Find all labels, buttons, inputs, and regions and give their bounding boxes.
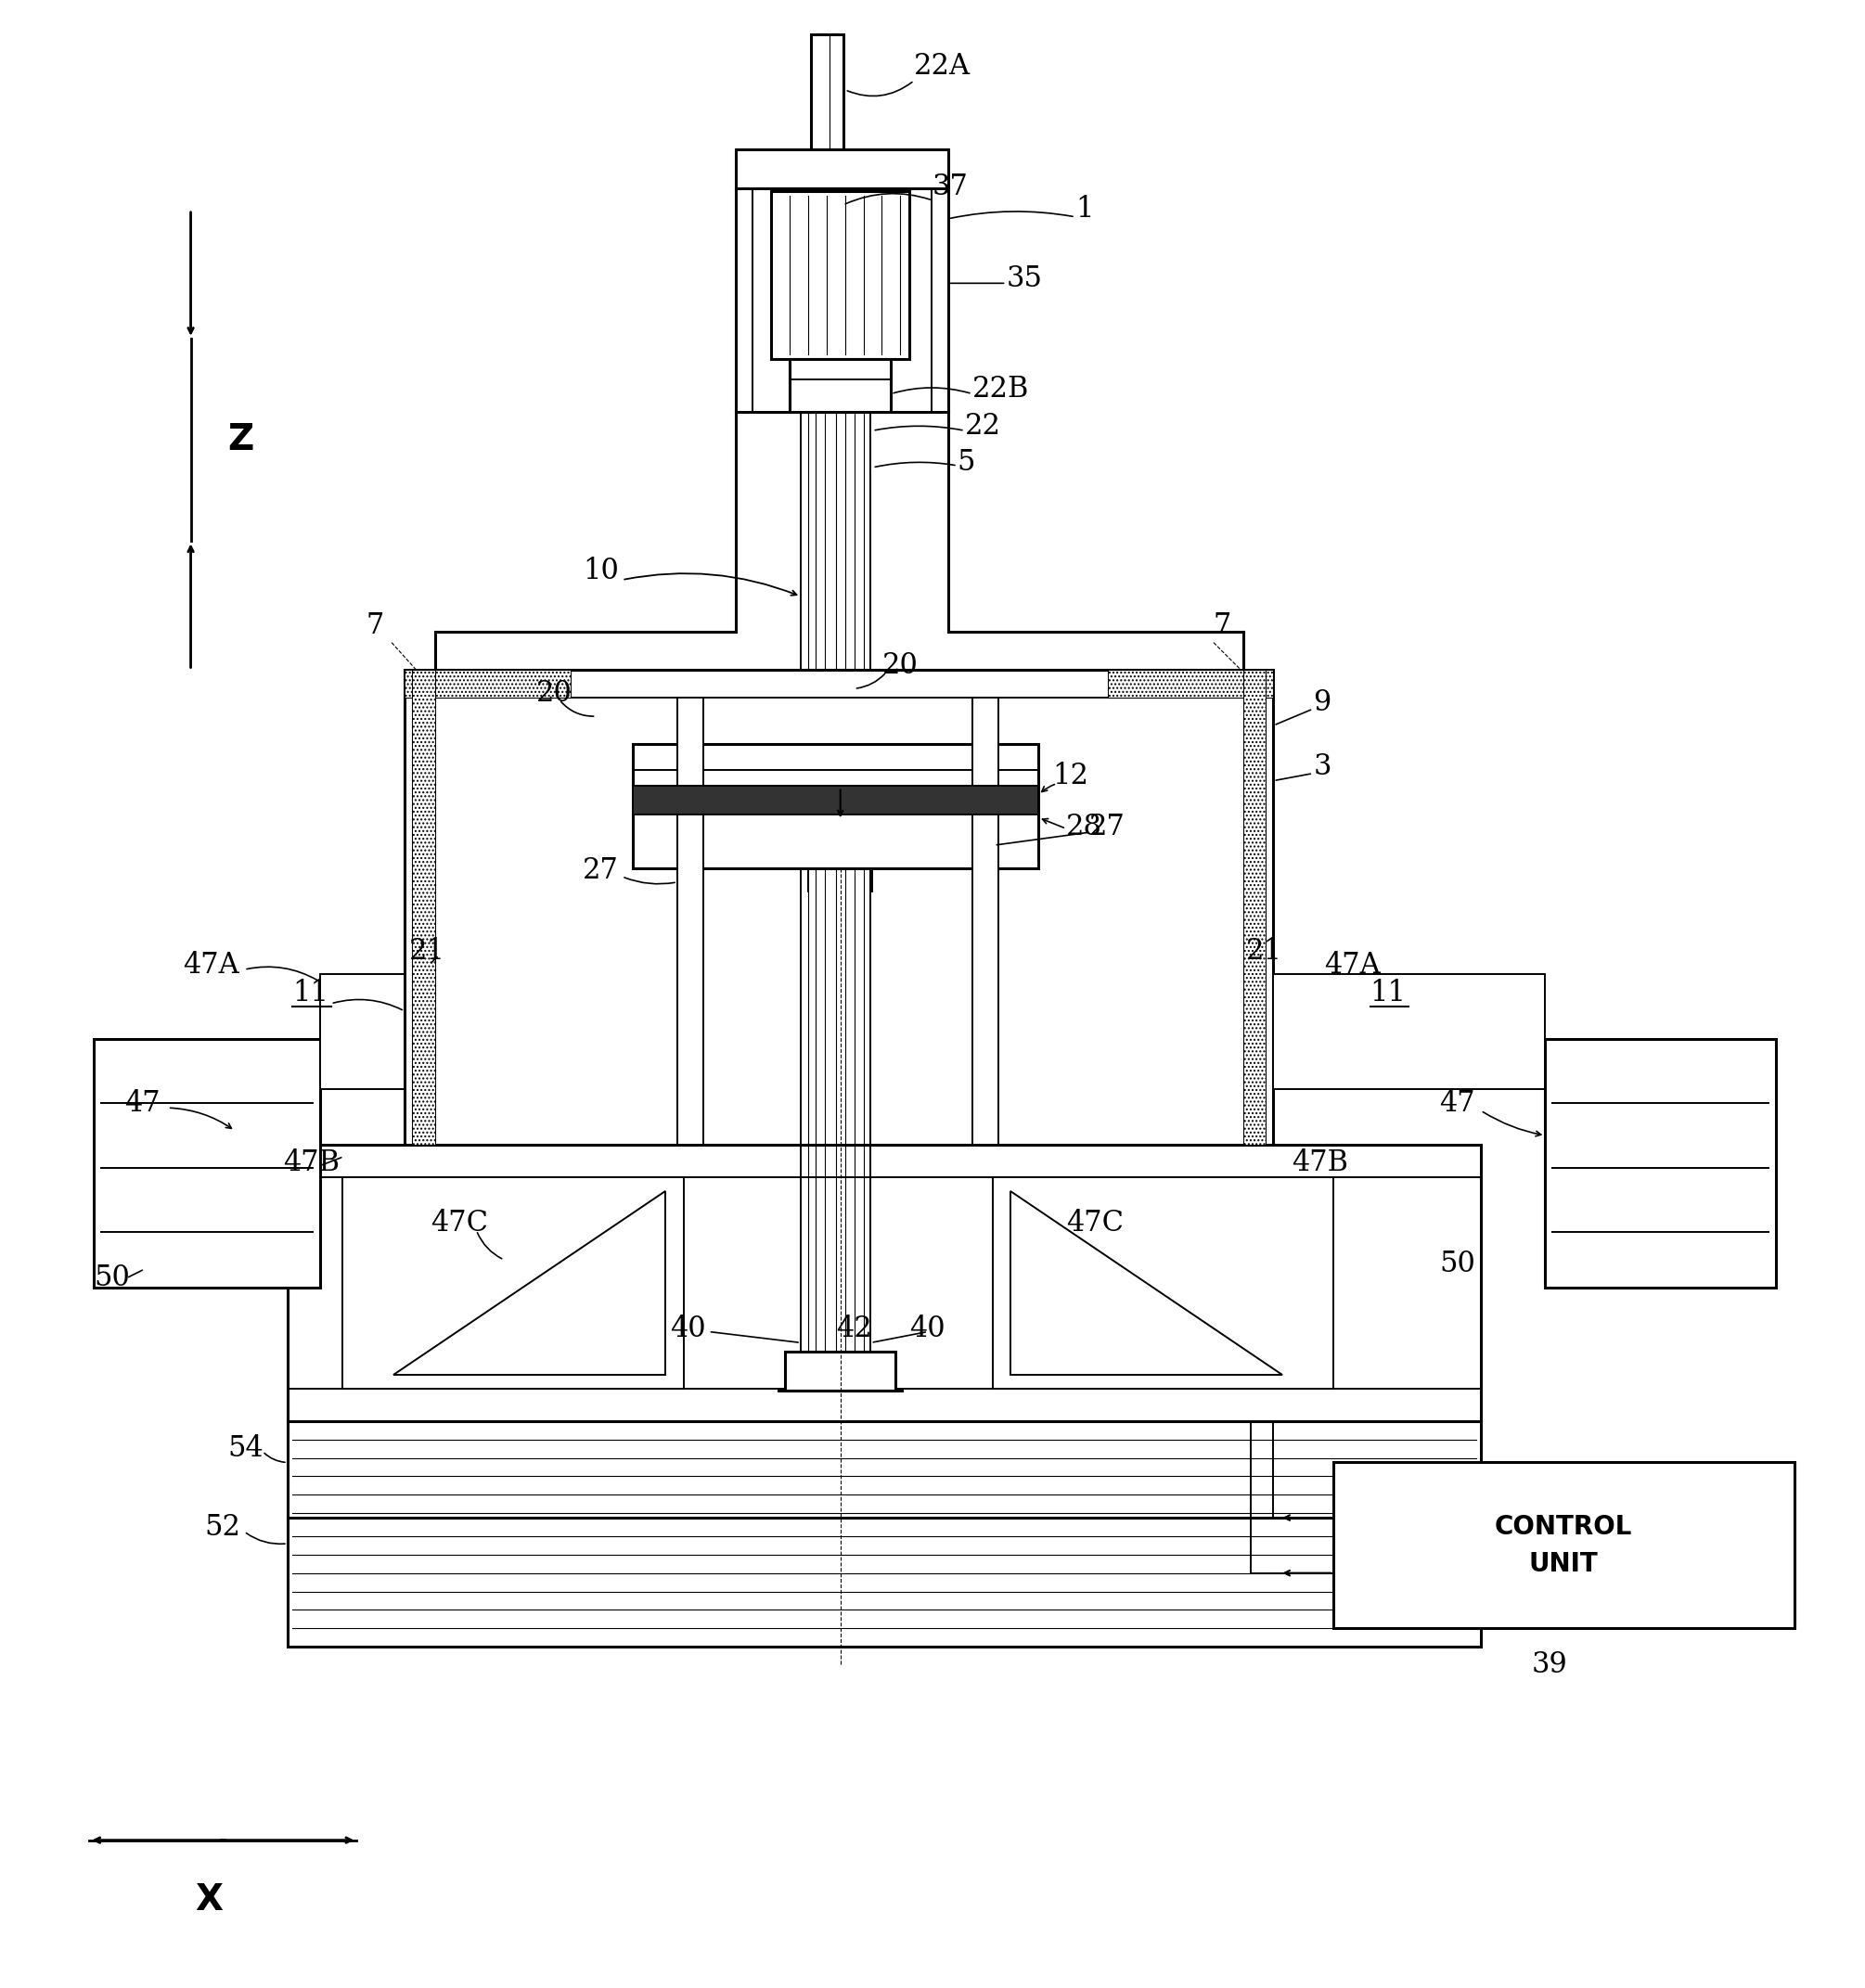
Text: 47B: 47B (1292, 1149, 1348, 1177)
Text: 5: 5 (957, 449, 975, 477)
Bar (632, 785, 1039, 815)
Text: 20: 20 (882, 652, 918, 680)
Bar (1108, 670, 1274, 698)
Text: Z: Z (228, 421, 254, 457)
Text: 22B: 22B (972, 376, 1029, 404)
Bar (632, 744, 1039, 869)
Bar (287, 1145, 1481, 1421)
Bar (319, 974, 405, 1089)
Text: 54: 54 (228, 1433, 263, 1463)
Bar (405, 670, 571, 698)
Bar (287, 1517, 1481, 1646)
Text: 39: 39 (1531, 1650, 1567, 1680)
Bar (405, 670, 1274, 1145)
Bar (789, 358, 891, 412)
Text: 37: 37 (932, 173, 968, 201)
Text: 9: 9 (1313, 688, 1332, 718)
Bar (677, 698, 703, 1145)
Text: 47C: 47C (431, 1209, 489, 1237)
Bar (412, 670, 435, 1145)
Bar (287, 1421, 1481, 1517)
Bar (772, 191, 910, 358)
Text: 7: 7 (366, 612, 384, 640)
Text: 21: 21 (1246, 936, 1281, 966)
Text: 22: 22 (964, 412, 1002, 441)
Bar (785, 1352, 895, 1390)
Bar (1244, 670, 1266, 1145)
Text: 22A: 22A (914, 52, 972, 82)
Text: 47A: 47A (183, 950, 241, 980)
Bar (1333, 1463, 1794, 1628)
Bar (811, 34, 843, 149)
Text: 40: 40 (910, 1314, 946, 1344)
Text: 21: 21 (408, 936, 446, 966)
Text: 11: 11 (1371, 978, 1406, 1008)
Text: 35: 35 (1007, 264, 1043, 292)
Polygon shape (394, 1191, 666, 1376)
Text: UNIT: UNIT (1529, 1551, 1598, 1576)
Text: CONTROL: CONTROL (1496, 1515, 1632, 1541)
Text: 52: 52 (205, 1513, 241, 1541)
Text: 12: 12 (1052, 761, 1089, 791)
Text: 28: 28 (1067, 813, 1102, 841)
Text: 1: 1 (1076, 195, 1093, 225)
Bar (972, 698, 998, 1145)
Bar (737, 149, 947, 412)
Bar (343, 1177, 684, 1390)
Text: 7: 7 (1214, 612, 1231, 640)
Bar (1546, 1038, 1775, 1288)
Text: 47C: 47C (1067, 1209, 1123, 1237)
Text: 47: 47 (125, 1089, 160, 1117)
Text: 27: 27 (1089, 813, 1125, 841)
Text: 40: 40 (670, 1314, 705, 1344)
Text: 20: 20 (537, 678, 573, 708)
Text: 11: 11 (293, 978, 328, 1008)
Text: 47B: 47B (283, 1149, 339, 1177)
Text: 47A: 47A (1324, 950, 1380, 980)
Text: X: X (196, 1883, 224, 1918)
Text: 50: 50 (93, 1264, 131, 1292)
Polygon shape (1011, 1191, 1283, 1376)
Text: 3: 3 (1313, 753, 1332, 781)
Text: 50: 50 (1440, 1250, 1475, 1278)
Text: 27: 27 (582, 857, 619, 885)
Text: 42: 42 (836, 1314, 871, 1344)
Bar (1274, 974, 1546, 1089)
Bar (992, 1177, 1333, 1390)
Text: 10: 10 (584, 557, 619, 584)
Bar (93, 1038, 319, 1288)
Text: 47: 47 (1440, 1089, 1475, 1117)
